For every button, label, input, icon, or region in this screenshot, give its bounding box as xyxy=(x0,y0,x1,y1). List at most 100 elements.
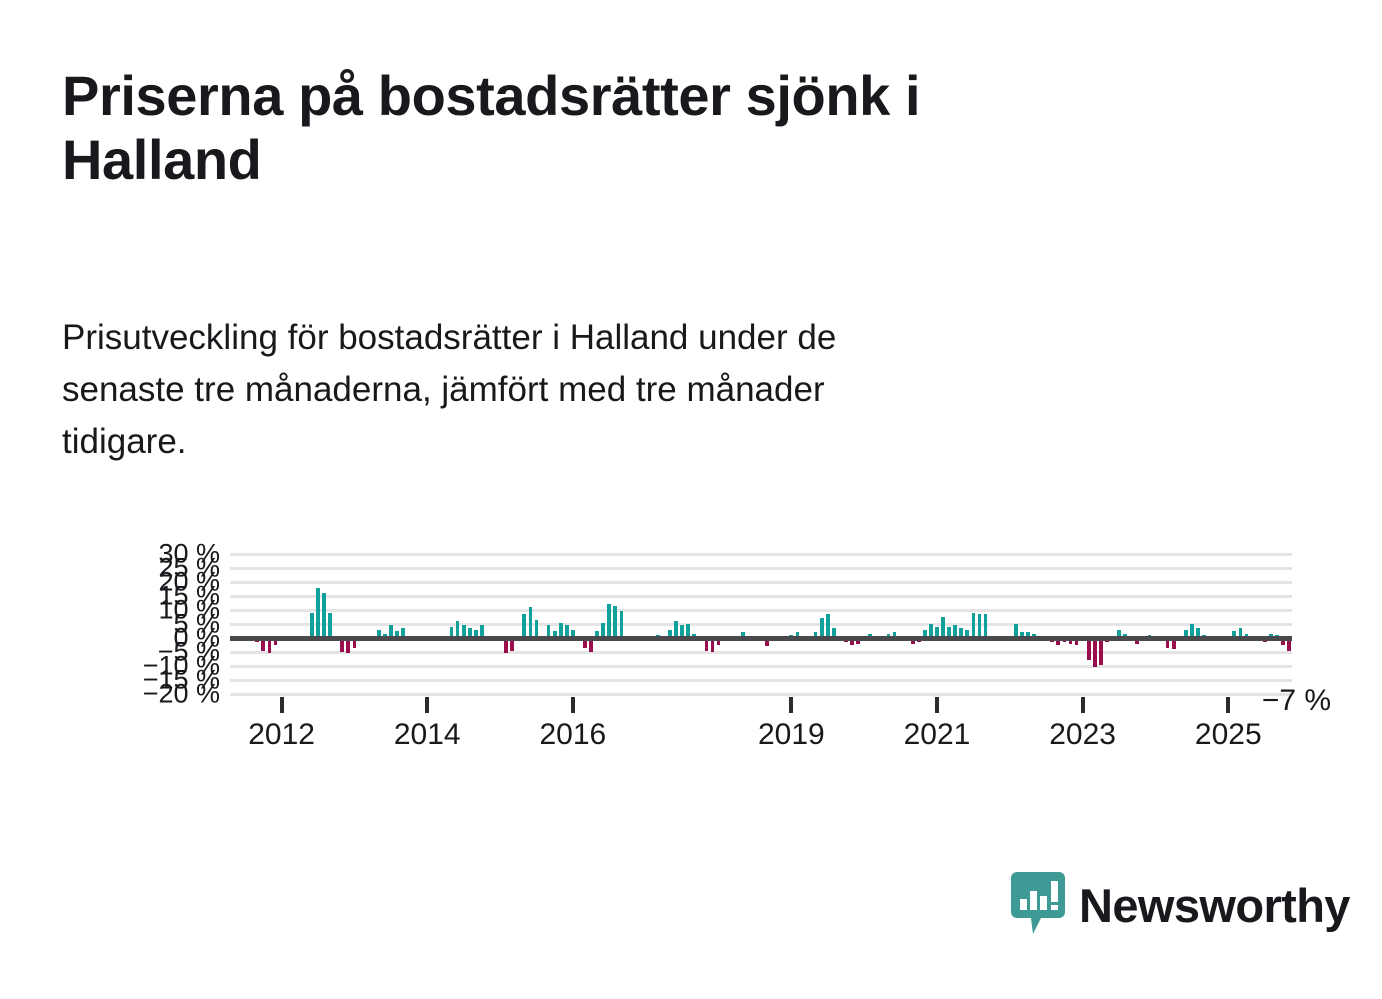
bar xyxy=(892,632,897,638)
y-axis-tick-label: 0 % xyxy=(173,622,220,653)
y-axis-tick-label: 20 % xyxy=(158,566,220,597)
bar xyxy=(716,638,721,645)
bar xyxy=(1074,638,1079,645)
bar xyxy=(953,625,958,638)
gridline xyxy=(230,594,1292,598)
bar xyxy=(740,632,745,638)
bar xyxy=(273,638,278,645)
gridline xyxy=(230,552,1292,556)
bar xyxy=(504,638,508,654)
bar xyxy=(850,638,854,645)
bar xyxy=(401,628,405,638)
bar xyxy=(1086,638,1091,661)
bar xyxy=(467,628,472,638)
bar xyxy=(922,629,927,638)
bar xyxy=(1098,638,1103,665)
y-axis-tick-label: −10 % xyxy=(142,650,220,681)
bar xyxy=(983,614,988,638)
bar xyxy=(473,629,478,638)
x-axis-tick xyxy=(1226,697,1231,713)
bar xyxy=(831,628,836,638)
bar xyxy=(929,624,933,638)
value-annotation: −7 % xyxy=(1261,683,1332,717)
bar xyxy=(910,638,915,644)
bar xyxy=(352,638,357,648)
gridline xyxy=(230,692,1292,696)
bar xyxy=(607,604,612,638)
price-development-bar-chart: 30 % 25 % 20 % 15 % 10 % 5 % 0 % −5 % −10 % −15 %… xyxy=(118,540,1331,765)
page-title: Priserna på bostadsrätter sjönk i Hallan… xyxy=(62,64,921,192)
y-axis-tick-label: 15 % xyxy=(158,580,220,611)
bar xyxy=(680,625,684,638)
gridline xyxy=(230,650,1292,654)
bar xyxy=(1196,628,1200,638)
bar xyxy=(395,631,399,638)
gridline xyxy=(230,678,1292,682)
bar xyxy=(1165,638,1170,648)
bar xyxy=(388,625,393,638)
bar xyxy=(1232,631,1237,638)
bar xyxy=(1287,638,1291,651)
bar xyxy=(522,614,527,638)
bar xyxy=(965,629,970,638)
bar xyxy=(947,626,951,638)
bar xyxy=(813,632,818,638)
bar-series xyxy=(230,554,1292,694)
x-axis-tick xyxy=(934,697,939,713)
bar xyxy=(322,593,326,638)
y-axis-tick-label: −15 % xyxy=(142,664,220,695)
bar xyxy=(558,622,563,638)
newsworthy-wordmark: Newsworthy xyxy=(1079,879,1350,932)
y-axis-tick-label: 5 % xyxy=(173,608,220,639)
bar xyxy=(1189,624,1194,638)
newsworthy-bubble-chart-icon xyxy=(1011,872,1065,939)
bar xyxy=(959,628,964,638)
bar xyxy=(583,638,587,648)
bar xyxy=(1026,632,1030,638)
bar xyxy=(686,624,691,638)
bar xyxy=(856,638,860,644)
x-axis-tick xyxy=(1080,697,1085,713)
x-axis: 2012 2014 2016 2019 2021 2023 2025 xyxy=(230,694,1292,764)
bar xyxy=(1056,638,1061,645)
x-axis-tick-label: 2021 xyxy=(903,718,971,751)
bar xyxy=(340,638,345,652)
gridline xyxy=(230,608,1292,612)
x-axis-tick xyxy=(789,697,794,713)
x-axis-tick-label: 2023 xyxy=(1049,718,1116,751)
bar xyxy=(570,629,575,638)
y-axis-tick-label: 10 % xyxy=(158,594,220,625)
x-axis-tick-label: 2012 xyxy=(248,718,315,751)
bar xyxy=(819,618,824,638)
bar xyxy=(376,629,381,638)
gridline xyxy=(230,580,1292,584)
bar xyxy=(704,638,709,651)
x-axis-tick-label: 2025 xyxy=(1194,718,1262,751)
bar xyxy=(710,638,715,652)
bar xyxy=(310,612,314,638)
bar xyxy=(546,625,551,638)
bar xyxy=(1013,624,1018,638)
x-axis-tick-label: 2014 xyxy=(393,718,461,751)
gridline xyxy=(230,664,1292,668)
x-axis-tick xyxy=(279,697,284,713)
newsworthy-logo[interactable]: Newsworthy xyxy=(1011,872,1350,939)
bar xyxy=(601,622,606,638)
bar xyxy=(595,631,600,638)
bar xyxy=(346,638,351,654)
y-axis-tick-label: 30 % xyxy=(158,538,220,569)
y-axis-labels: 30 % 25 % 20 % 15 % 10 % 5 % 0 % −5 % −10 % −15 %… xyxy=(118,540,226,707)
bar xyxy=(1117,629,1121,638)
bar xyxy=(1068,638,1073,644)
bar xyxy=(479,625,484,638)
bar xyxy=(267,638,272,654)
chart-plot-area xyxy=(230,552,1292,696)
bar xyxy=(1020,632,1024,638)
bar xyxy=(935,626,939,638)
bar xyxy=(534,619,539,638)
bar xyxy=(765,638,769,647)
bar xyxy=(449,626,454,638)
bar xyxy=(977,614,982,638)
bar xyxy=(461,625,466,638)
